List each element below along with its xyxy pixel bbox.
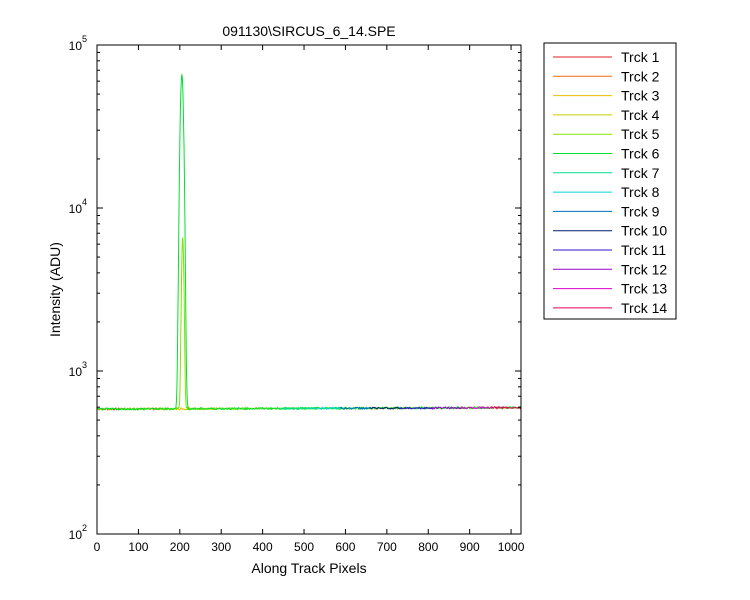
legend-label: Trck 6: [621, 146, 660, 162]
x-tick-label: 200: [170, 540, 190, 554]
legend-items: Trck 1 Trck 2 Trck 3 Trck 4 Trck 5 Trck 6 Trck…: [553, 49, 667, 316]
y-tick-label-base: 10: [69, 202, 83, 216]
legend-label: Trck 2: [621, 68, 660, 84]
series-line-8: [308, 406, 341, 411]
plot-area: 0 100 200 300 400 500 600 700 800 900 1000 10 210 31…: [69, 34, 525, 554]
legend-label: Trck 14: [621, 300, 667, 316]
legend: Trck 1 Trck 2 Trck 3 Trck 4 Trck 5 Trck 6 Trck…: [543, 42, 677, 320]
y-tick-label-base: 10: [69, 365, 83, 379]
axes-box: [96, 44, 522, 535]
legend-label: Trck 10: [621, 223, 667, 239]
series-line-6: [97, 73, 521, 411]
x-tick-label: 700: [377, 540, 397, 554]
legend-label: Trck 4: [621, 107, 660, 123]
x-tick-label: 400: [253, 540, 273, 554]
legend-label: Trck 5: [621, 126, 660, 142]
chart-title: 091130\SIRCUS_6_14.SPE: [222, 23, 395, 39]
legend-label: Trck 7: [621, 165, 660, 181]
y-axis-label: Intensity (ADU): [47, 242, 63, 337]
y-tick-label-exp: 3: [82, 360, 87, 370]
x-tick-label: 0: [94, 540, 101, 554]
legend-label: Trck 8: [621, 184, 660, 200]
y-tick-label-exp: 4: [82, 197, 87, 207]
x-tick-label: 600: [335, 540, 355, 554]
x-tick-label: 500: [294, 540, 314, 554]
x-tick-label: 800: [418, 540, 438, 554]
series-line-9: [339, 406, 371, 410]
x-tick-label: 900: [460, 540, 480, 554]
y-tick-label-base: 10: [69, 39, 83, 53]
legend-label: Trck 12: [621, 261, 667, 277]
y-tick-label-base: 10: [69, 528, 83, 542]
legend-label: Trck 1: [621, 49, 660, 65]
series-line-7: [278, 406, 311, 411]
series-line-10: [369, 406, 402, 410]
legend-label: Trck 3: [621, 88, 660, 104]
series-line-12: [430, 406, 462, 410]
series-line-13: [460, 405, 493, 410]
series-line-14: [490, 405, 521, 410]
x-axis-label: Along Track Pixels: [251, 560, 366, 576]
legend-box: [543, 42, 677, 320]
x-tick-label: 1000: [498, 540, 525, 554]
x-tick-label: 300: [211, 540, 231, 554]
x-tick-label: 100: [128, 540, 148, 554]
series-line-11: [399, 406, 432, 410]
legend-label: Trck 13: [621, 281, 667, 297]
legend-label: Trck 11: [621, 242, 666, 258]
legend-label: Trck 9: [621, 203, 660, 219]
y-tick-label-exp: 2: [82, 523, 87, 533]
series-lines: [97, 73, 521, 411]
x-axis-ticks: 0 100 200 300 400 500 600 700 800 900 1000: [94, 45, 525, 554]
y-tick-label-exp: 5: [82, 34, 87, 44]
